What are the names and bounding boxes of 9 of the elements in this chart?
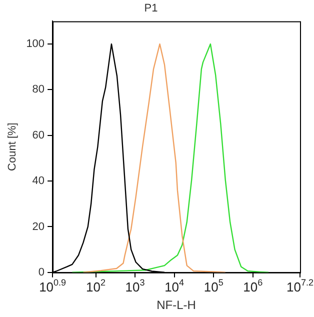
y-tick-label: 20 (32, 220, 45, 233)
y-axis-title: Count [%] (6, 122, 19, 171)
y-tick-label: 100 (26, 38, 45, 50)
y-tick-label: 60 (32, 129, 45, 142)
x-axis-title: NF-L-H (156, 298, 196, 312)
y-tick-label: 0 (38, 266, 45, 278)
chart-title: P1 (144, 2, 158, 15)
y-tick-label: 80 (32, 84, 45, 96)
y-tick-label: 40 (32, 175, 45, 188)
